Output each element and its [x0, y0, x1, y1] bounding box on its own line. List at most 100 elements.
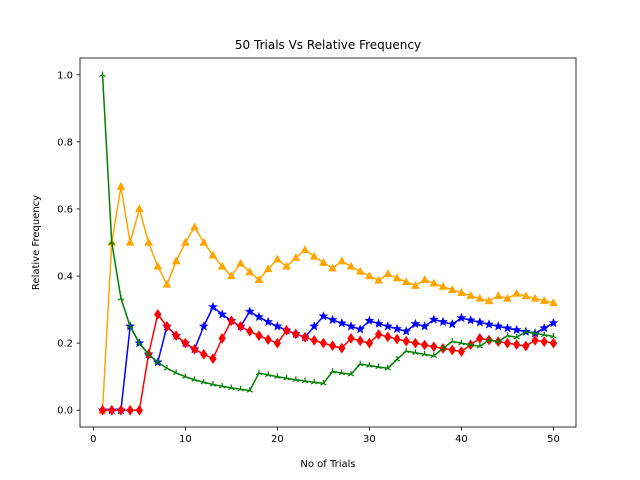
x-tick-label: 20	[271, 434, 284, 445]
series-1-point	[318, 310, 329, 321]
series-2-point	[208, 250, 218, 259]
series-4-point	[366, 362, 373, 368]
series-4-point	[531, 329, 539, 336]
series-1-point	[382, 321, 393, 331]
series-3-point	[190, 343, 199, 355]
series-1-point	[502, 322, 513, 333]
series-3-point	[374, 329, 383, 340]
series-4-point	[485, 336, 493, 343]
series-4-point	[384, 364, 392, 371]
series-1-point	[447, 318, 458, 329]
series-4-point	[264, 371, 272, 378]
series-3-point	[246, 325, 254, 337]
series-2-point	[503, 293, 512, 302]
x-tick-label: 40	[455, 434, 468, 445]
series-3-point	[236, 320, 245, 332]
series-1-point	[272, 321, 283, 331]
series-3-point	[402, 335, 410, 347]
series-1-point	[428, 314, 439, 324]
series-3-point	[540, 336, 548, 348]
series-4-point	[292, 376, 300, 382]
series-1-point	[373, 318, 384, 328]
series-1-point	[391, 323, 403, 334]
series-2-point	[300, 245, 310, 253]
x-tick-label: 0	[90, 434, 96, 445]
series-4-point	[191, 376, 198, 382]
series-4-point	[393, 356, 401, 362]
series-2-point	[457, 288, 466, 297]
series-2-point	[355, 266, 365, 275]
series-3-point	[227, 315, 236, 327]
series-4-point	[375, 363, 382, 370]
series-3-point	[411, 337, 420, 349]
series-3-point	[384, 331, 392, 343]
series-2-point	[180, 237, 190, 246]
series-1-point	[456, 312, 467, 323]
series-2-point	[512, 288, 522, 297]
series-4-point	[172, 369, 180, 376]
series-4-point	[421, 350, 428, 357]
series-3-point	[430, 341, 438, 353]
series-3-point	[365, 337, 374, 349]
series-4-point	[550, 333, 557, 339]
x-axis-label: No of Trials	[300, 459, 355, 470]
series-2-point	[401, 277, 411, 286]
series-3-point	[503, 337, 512, 349]
series-2-point	[291, 253, 301, 261]
series-1-point	[493, 321, 504, 331]
series-2-point	[144, 237, 153, 246]
series-3-point	[181, 337, 190, 349]
series-3-point	[310, 334, 318, 346]
y-axis-label: Relative Frequency	[31, 195, 42, 290]
series-2-point	[272, 254, 282, 263]
series-4	[99, 71, 557, 393]
series-2-point	[364, 271, 374, 280]
series-1-point	[410, 318, 421, 329]
series-1-point	[345, 321, 357, 331]
series-4-point	[320, 379, 327, 386]
series-2-point	[438, 281, 448, 290]
series-4-point	[255, 369, 263, 376]
series-1-point	[198, 321, 209, 331]
series-3-point	[273, 337, 282, 349]
series-1-point	[207, 301, 219, 312]
x-tick-label: 30	[363, 434, 376, 445]
y-tick-label: 0.6	[57, 204, 73, 215]
series-3-point	[135, 404, 144, 416]
series-2-point	[530, 293, 540, 302]
series-4-point	[310, 378, 318, 385]
series-3-point	[209, 353, 217, 365]
series-2-point	[549, 298, 558, 307]
series-1-point	[355, 323, 366, 334]
series-1-point	[327, 314, 338, 325]
series-2-point	[420, 275, 430, 283]
chart-title: 50 Trials Vs Relative Frequency	[235, 38, 421, 52]
series-4-point	[513, 333, 520, 340]
series-1-point	[401, 325, 412, 336]
series-3-point	[292, 328, 300, 340]
plot-frame	[79, 57, 577, 428]
series-4-point	[99, 71, 106, 77]
series-2-point	[346, 261, 356, 270]
y-axis-ticks: 0.0 0.2 0.4 0.6 0.8 1.0	[57, 70, 80, 417]
series-4-point	[237, 385, 244, 392]
series-3-point	[347, 332, 355, 344]
series-1-point	[364, 315, 375, 326]
series-2-point	[162, 279, 172, 288]
series-2-point	[539, 295, 549, 304]
y-tick-label: 0.8	[57, 137, 73, 148]
series-4-point	[145, 350, 152, 357]
series-1-point	[336, 317, 347, 328]
series-2-point	[125, 237, 135, 246]
series-4-point	[182, 373, 189, 379]
series-2-point	[226, 271, 236, 280]
series-2-point	[282, 261, 292, 270]
series-3-point	[457, 346, 466, 357]
series-2-point	[199, 237, 209, 246]
series-4-point	[274, 373, 281, 379]
series-3-point	[549, 337, 558, 349]
series-1-point	[263, 316, 274, 327]
series-4-point	[246, 387, 254, 393]
series-layer	[97, 71, 559, 416]
